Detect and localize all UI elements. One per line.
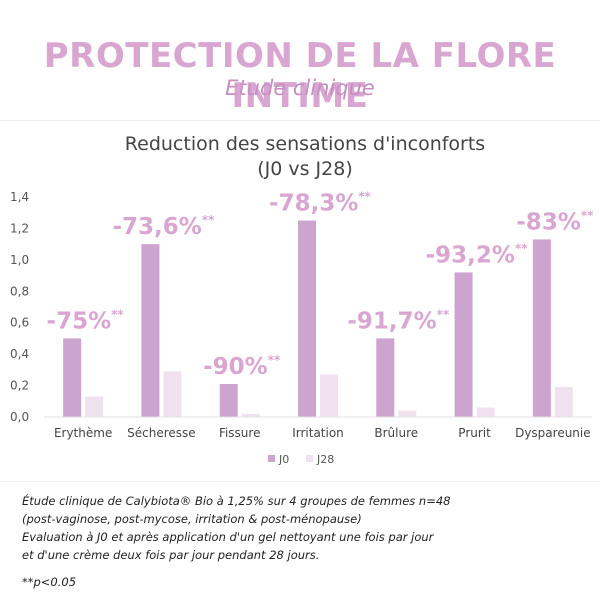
- bar-j28: [241, 413, 260, 417]
- footnote-line: et d'une crème deux fois par jour pendan…: [22, 548, 320, 562]
- legend-swatch: [268, 455, 275, 462]
- reduction-label: -78,3%**: [269, 190, 372, 217]
- reduction-label: -83%**: [516, 208, 594, 235]
- significance-marker: **: [358, 190, 371, 204]
- y-tick-label: 0,4: [10, 347, 29, 361]
- bar-j0: [454, 272, 473, 417]
- significance-marker: **: [111, 307, 124, 321]
- page-title: PROTECTION DE LA FLORE INTIME: [43, 36, 557, 116]
- bar-j28: [398, 410, 417, 417]
- y-tick-label: 1,4: [10, 190, 29, 204]
- footnote-line: Étude clinique de Calybiota® Bio à 1,25%…: [22, 494, 451, 508]
- bar-j28: [476, 407, 495, 417]
- reduction-label: -75%**: [47, 307, 125, 334]
- x-tick-label: Prurit: [458, 426, 491, 440]
- reduction-label: -93,2%**: [426, 241, 529, 268]
- y-tick-label: 0,0: [10, 410, 29, 424]
- y-tick-label: 0,6: [10, 316, 29, 330]
- bar-j0: [141, 244, 160, 417]
- bar-j0: [63, 338, 82, 417]
- footnote-line: Evaluation à J0 et après application d'u…: [22, 530, 434, 544]
- x-tick-label: Sécheresse: [127, 426, 196, 440]
- bar-j28: [85, 396, 104, 417]
- significance-marker: **: [515, 241, 528, 255]
- legend-swatch: [306, 455, 313, 462]
- y-tick-label: 1,0: [10, 253, 29, 267]
- chart-subtitle: (J0 vs J28): [257, 158, 353, 180]
- x-tick-label: Erythème: [54, 426, 112, 440]
- legend-label: J28: [316, 453, 334, 466]
- y-tick-label: 0,8: [10, 284, 29, 298]
- bar-j28: [163, 371, 182, 417]
- legend-label: J0: [278, 453, 289, 466]
- x-tick-label: Fissure: [219, 426, 261, 440]
- annotations: -75%** -73,6%** -90%** -78,3%** -91,7%** -93,…: [47, 190, 595, 380]
- footnote-line: (post-vaginose, post-mycose, irritation …: [22, 512, 362, 526]
- bar-j28: [320, 374, 338, 417]
- bar-j0: [376, 338, 395, 417]
- y-tick-label: 1,2: [10, 221, 29, 235]
- significance-marker: **: [437, 307, 450, 321]
- y-axis: 0,0 0,2 0,4 0,6 0,8 1,0 1,2 1,4: [10, 190, 29, 424]
- bar-j0: [298, 220, 316, 417]
- bar-j0: [219, 384, 238, 417]
- legend: J0 J28: [268, 453, 334, 466]
- significance-marker: **: [202, 213, 215, 227]
- significance-note: **p<0.05: [22, 575, 77, 589]
- bar-j28: [554, 387, 573, 417]
- reduction-label: -91,7%**: [347, 307, 450, 334]
- significance-marker: **: [268, 353, 281, 367]
- x-tick-label: Dyspareunie: [515, 426, 591, 440]
- reduction-label: -90%**: [203, 353, 281, 380]
- bars: [63, 220, 573, 417]
- bar-j0: [532, 239, 551, 417]
- page-subtitle: Etude clinique: [225, 76, 375, 100]
- x-tick-label: Irritation: [292, 426, 344, 440]
- y-tick-label: 0,2: [10, 379, 29, 393]
- x-tick-label: Brûlure: [374, 426, 418, 440]
- x-axis: Erythème Sécheresse Fissure Irritation Brûlu…: [44, 416, 592, 440]
- bar-chart: Reduction des sensations d'inconforts (J…: [10, 133, 595, 466]
- chart-title: Reduction des sensations d'inconforts: [125, 133, 485, 155]
- reduction-label: -73,6%**: [112, 213, 215, 240]
- significance-marker: **: [581, 208, 594, 222]
